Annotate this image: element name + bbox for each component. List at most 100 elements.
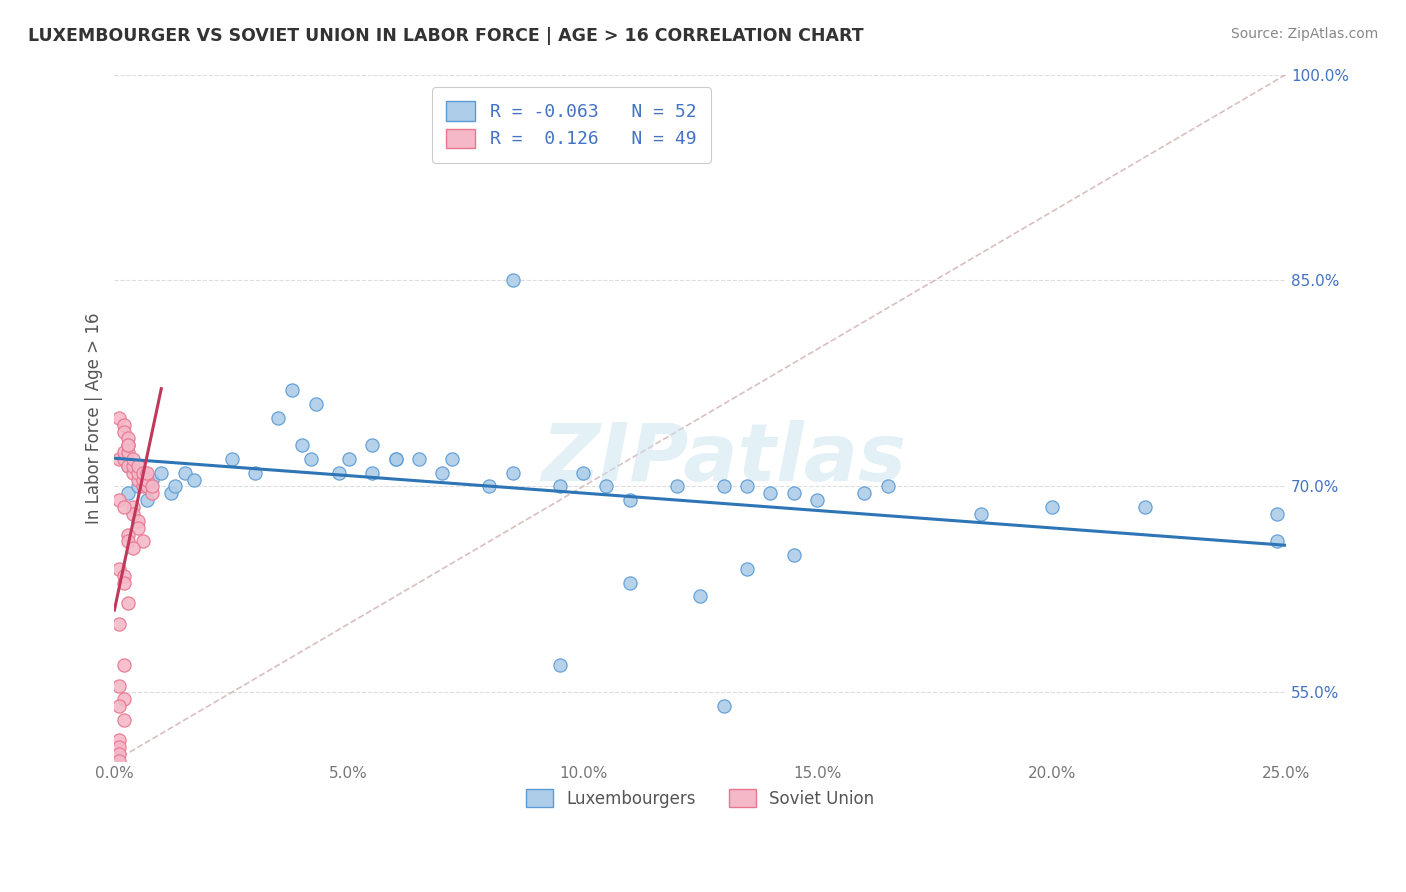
Point bbox=[619, 493, 641, 508]
Point bbox=[159, 486, 181, 500]
Point bbox=[384, 452, 406, 467]
Point bbox=[361, 438, 384, 452]
Point bbox=[122, 466, 145, 480]
Point bbox=[112, 657, 135, 672]
Text: ZIPatlas: ZIPatlas bbox=[541, 420, 905, 498]
Point bbox=[122, 458, 145, 473]
Point bbox=[1265, 534, 1288, 549]
Point bbox=[117, 486, 139, 500]
Point bbox=[970, 507, 993, 521]
Point bbox=[1265, 507, 1288, 521]
Point bbox=[131, 473, 153, 487]
Point bbox=[117, 458, 139, 473]
Point bbox=[108, 754, 131, 768]
Point bbox=[127, 514, 149, 528]
Point bbox=[806, 493, 828, 508]
Point bbox=[548, 479, 571, 493]
Point bbox=[136, 473, 159, 487]
Point bbox=[502, 466, 524, 480]
Point bbox=[595, 479, 617, 493]
Point bbox=[122, 541, 145, 556]
Point bbox=[1135, 500, 1157, 514]
Point bbox=[117, 458, 139, 473]
Point bbox=[572, 466, 595, 480]
Point bbox=[291, 438, 314, 452]
Point bbox=[183, 473, 205, 487]
Point bbox=[108, 747, 131, 762]
Point bbox=[112, 425, 135, 439]
Point bbox=[127, 521, 149, 535]
Point bbox=[432, 466, 454, 480]
Point bbox=[243, 466, 266, 480]
Point bbox=[112, 417, 135, 432]
Legend: Luxembourgers, Soviet Union: Luxembourgers, Soviet Union bbox=[520, 782, 880, 814]
Point bbox=[117, 445, 139, 459]
Point bbox=[136, 493, 159, 508]
Point bbox=[221, 452, 243, 467]
Point bbox=[361, 466, 384, 480]
Point bbox=[112, 575, 135, 590]
Point bbox=[108, 452, 131, 467]
Point bbox=[384, 452, 406, 467]
Point bbox=[619, 575, 641, 590]
Point bbox=[112, 713, 135, 727]
Point bbox=[117, 438, 139, 452]
Point bbox=[117, 527, 139, 541]
Point bbox=[735, 479, 758, 493]
Point bbox=[141, 479, 163, 493]
Point bbox=[108, 733, 131, 747]
Point bbox=[122, 452, 145, 467]
Point bbox=[108, 410, 131, 425]
Point bbox=[408, 452, 430, 467]
Point bbox=[108, 740, 131, 755]
Point bbox=[783, 548, 806, 562]
Point bbox=[112, 692, 135, 706]
Point bbox=[337, 452, 360, 467]
Point bbox=[141, 486, 163, 500]
Point bbox=[112, 500, 135, 514]
Point bbox=[112, 445, 135, 459]
Point bbox=[876, 479, 898, 493]
Point bbox=[122, 500, 145, 514]
Point bbox=[131, 466, 153, 480]
Point bbox=[141, 473, 163, 487]
Point bbox=[759, 486, 782, 500]
Point bbox=[131, 479, 153, 493]
Point bbox=[1040, 500, 1063, 514]
Point bbox=[131, 534, 153, 549]
Point bbox=[173, 466, 195, 480]
Text: LUXEMBOURGER VS SOVIET UNION IN LABOR FORCE | AGE > 16 CORRELATION CHART: LUXEMBOURGER VS SOVIET UNION IN LABOR FO… bbox=[28, 27, 863, 45]
Point bbox=[127, 466, 149, 480]
Point bbox=[267, 410, 290, 425]
Point bbox=[136, 466, 159, 480]
Point bbox=[665, 479, 688, 493]
Point bbox=[440, 452, 463, 467]
Point bbox=[112, 568, 135, 582]
Point bbox=[548, 657, 571, 672]
Point bbox=[299, 452, 322, 467]
Point bbox=[713, 699, 735, 714]
Point bbox=[127, 479, 149, 493]
Point bbox=[165, 479, 187, 493]
Point bbox=[108, 562, 131, 576]
Point bbox=[689, 590, 711, 604]
Point bbox=[127, 473, 149, 487]
Point bbox=[305, 397, 328, 411]
Point bbox=[136, 479, 159, 493]
Point bbox=[108, 679, 131, 693]
Point bbox=[281, 384, 304, 398]
Point bbox=[108, 493, 131, 508]
Point bbox=[713, 479, 735, 493]
Point bbox=[150, 466, 173, 480]
Text: Source: ZipAtlas.com: Source: ZipAtlas.com bbox=[1230, 27, 1378, 41]
Point bbox=[853, 486, 876, 500]
Point bbox=[127, 458, 149, 473]
Point bbox=[478, 479, 501, 493]
Point bbox=[112, 452, 135, 467]
Point bbox=[328, 466, 350, 480]
Point bbox=[117, 596, 139, 610]
Y-axis label: In Labor Force | Age > 16: In Labor Force | Age > 16 bbox=[86, 312, 103, 524]
Point bbox=[735, 562, 758, 576]
Point bbox=[117, 438, 139, 452]
Point bbox=[108, 699, 131, 714]
